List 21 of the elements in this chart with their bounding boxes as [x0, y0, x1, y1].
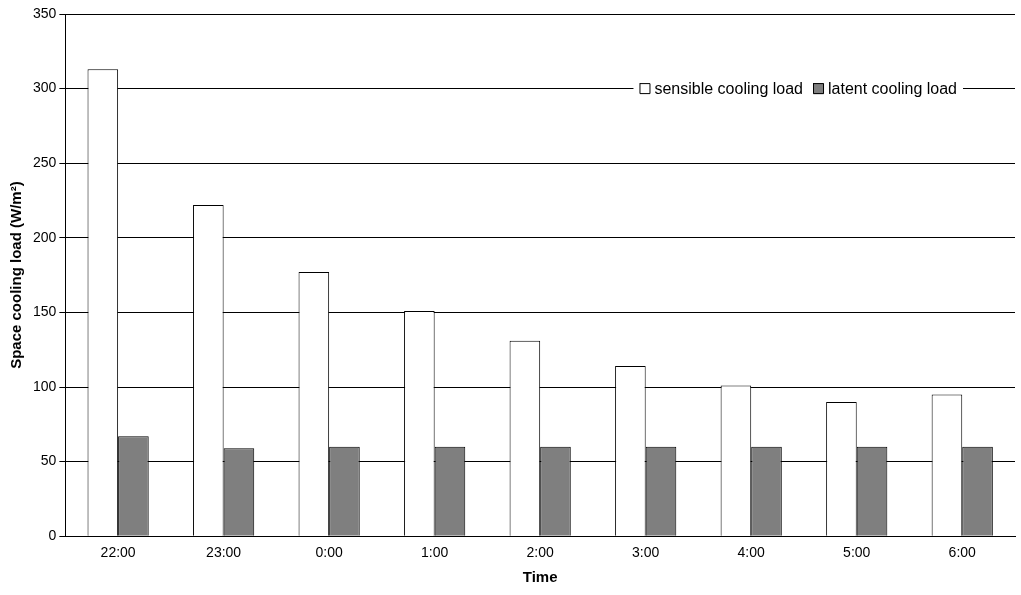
y-tick-label: 150 — [33, 303, 57, 320]
y-tick-label: 100 — [33, 377, 57, 394]
x-tick-label: 4:00 — [737, 544, 766, 561]
y-tick-label: 300 — [33, 79, 57, 96]
y-tick-label: 350 — [33, 4, 57, 21]
x-tick-label: 22:00 — [100, 544, 136, 561]
y-axis-title: Space cooling load (W/m²) — [7, 181, 25, 369]
x-tick-label: 3:00 — [632, 544, 660, 561]
x-tick-label: 5:00 — [843, 544, 871, 561]
x-tick-label: 23:00 — [206, 544, 242, 561]
x-tick-label: 1:00 — [421, 544, 449, 561]
x-axis-title: Time — [522, 568, 558, 586]
text: sensible cooling load — [654, 80, 804, 98]
y-tick-label: 250 — [33, 154, 57, 171]
y-tick-label: 200 — [33, 228, 57, 245]
legend-label: latent cooling load — [828, 80, 957, 98]
y-tick-label: 0 — [48, 527, 57, 544]
y-tick-label: 50 — [40, 452, 57, 469]
x-tick-label: 0:00 — [315, 544, 343, 561]
x-tick-label: 2:00 — [526, 544, 555, 561]
x-tick-label: 6:00 — [948, 544, 977, 561]
